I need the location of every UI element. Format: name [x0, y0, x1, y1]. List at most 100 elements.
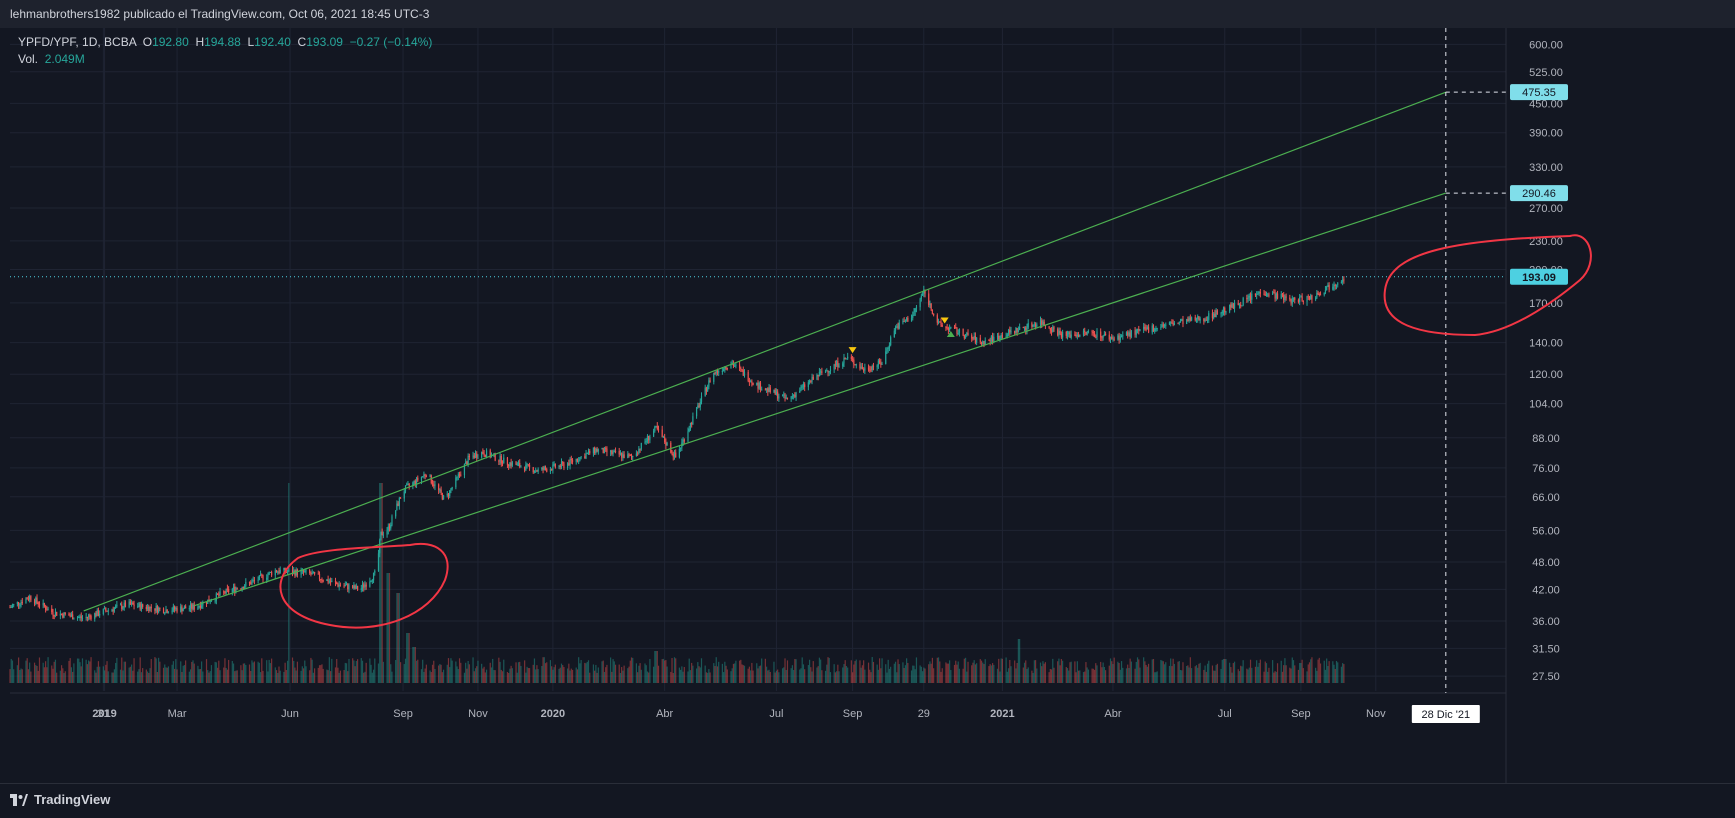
candle-body	[569, 458, 571, 466]
volume-bar	[267, 671, 269, 683]
candle-body	[571, 460, 574, 462]
candle-body	[791, 396, 793, 398]
candle-body	[921, 293, 924, 296]
candle-body	[1216, 310, 1218, 315]
volume-bar	[1205, 671, 1207, 683]
volume-bar	[605, 667, 607, 683]
candle-body	[923, 289, 925, 294]
volume-bar	[855, 659, 857, 683]
price-chart[interactable]: 600.00525.00450.00390.00330.00270.00230.…	[0, 0, 1735, 783]
candle-body	[768, 387, 770, 392]
candle-body	[554, 463, 556, 468]
volume-bar	[1113, 657, 1115, 683]
volume-bar	[51, 665, 53, 683]
candle-body	[953, 326, 956, 328]
candle-body	[62, 614, 64, 618]
candle-body	[844, 357, 846, 359]
candle-body	[130, 602, 133, 605]
candle-body	[1136, 328, 1139, 330]
volume-bar	[1251, 667, 1253, 683]
volume-bar	[1076, 661, 1078, 683]
candle-body	[1264, 294, 1266, 296]
volume-bar	[998, 658, 1000, 683]
candle-body	[976, 337, 978, 343]
candle-body	[718, 371, 720, 373]
candle-body	[412, 482, 414, 486]
chart-background	[0, 28, 1735, 783]
volume-bar	[113, 669, 116, 683]
candle-body	[675, 452, 677, 458]
volume-bar	[446, 664, 448, 683]
candle-body	[735, 364, 737, 366]
volume-bar	[1182, 662, 1184, 683]
volume-bar	[456, 666, 458, 683]
candle-body	[481, 452, 483, 458]
volume-bar	[1203, 669, 1205, 683]
volume-bar	[1225, 659, 1227, 683]
volume-bar	[957, 661, 959, 683]
candle-body	[145, 606, 147, 610]
candle-body	[1221, 311, 1223, 314]
candle-body	[47, 608, 49, 611]
volume-bar	[896, 672, 898, 683]
volume-bar	[689, 670, 692, 683]
candle-body	[361, 584, 364, 589]
volume-bar	[185, 660, 187, 683]
candle-body	[853, 359, 855, 365]
volume-bar	[1275, 671, 1277, 683]
volume-bar	[150, 659, 152, 683]
volume-bar	[1340, 666, 1343, 683]
volume-bar	[928, 664, 930, 683]
volume-bar	[199, 669, 201, 683]
candle-body	[902, 321, 904, 323]
volume-bar	[983, 664, 985, 683]
time-tick-label: 31	[97, 708, 109, 720]
candle-body	[1052, 327, 1054, 332]
candle-body	[1323, 292, 1325, 295]
candle-body	[86, 616, 88, 618]
candle-body	[501, 463, 504, 465]
candle-body	[1222, 307, 1225, 312]
volume-bar	[216, 667, 219, 683]
candle-body	[716, 370, 719, 373]
candle-body	[243, 586, 246, 589]
volume-bar	[422, 659, 424, 683]
volume-bar	[613, 661, 615, 683]
volume-bar	[1233, 661, 1236, 683]
volume-bar	[320, 665, 322, 683]
candle-body	[277, 571, 279, 573]
volume-bar	[1177, 661, 1179, 683]
volume-bar	[183, 665, 186, 683]
price-tag-label: 475.35	[1522, 87, 1556, 99]
volume-bar	[586, 661, 588, 683]
candle-body	[751, 381, 753, 383]
volume-bar	[1144, 661, 1146, 683]
candle-body	[1014, 330, 1016, 334]
candle-body	[765, 388, 768, 390]
candle-body	[524, 466, 526, 471]
volume-bar	[1291, 657, 1293, 683]
volume-bar	[921, 671, 924, 683]
candle-body	[939, 321, 941, 323]
candle-body	[790, 396, 792, 399]
tradingview-logo[interactable]: TradingView	[10, 792, 110, 807]
volume-bar	[861, 665, 864, 683]
candle-body	[847, 356, 849, 359]
volume-bar	[1280, 660, 1282, 683]
candle-body	[115, 606, 117, 609]
candle-body	[610, 450, 612, 453]
volume-bar	[657, 665, 660, 683]
volume-bar	[671, 658, 673, 683]
volume-bar	[205, 659, 208, 683]
volume-bar	[484, 672, 486, 683]
candle-body	[1079, 334, 1081, 337]
volume-bar	[664, 660, 666, 683]
candle-body	[998, 335, 1000, 340]
candle-body	[743, 372, 746, 376]
candle-body	[640, 442, 642, 450]
candle-body	[910, 318, 913, 322]
candle-body	[602, 448, 604, 454]
candle-body	[498, 460, 500, 462]
volume-bar	[554, 664, 556, 683]
candle-body	[1108, 334, 1110, 340]
